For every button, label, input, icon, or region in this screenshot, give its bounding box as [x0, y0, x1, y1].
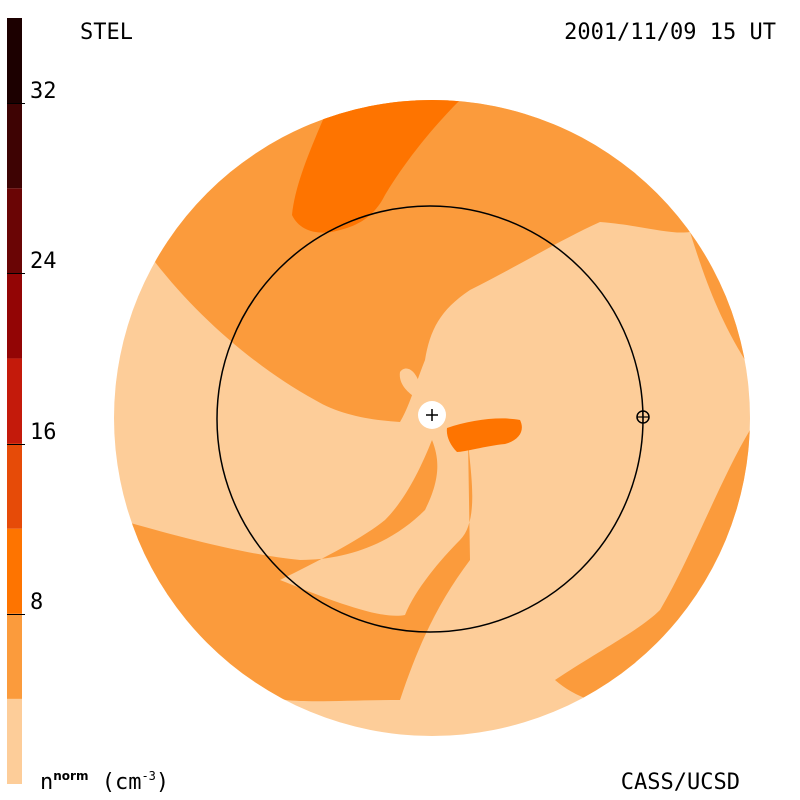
colorbar-tick-label: 24 — [30, 249, 57, 275]
unit-base: n — [40, 770, 54, 795]
colorbar-tick-mark — [7, 443, 25, 445]
colorbar-tick-label: 16 — [30, 419, 57, 445]
colorbar-level-8 — [7, 18, 22, 104]
unit-exponent: -3 — [141, 769, 156, 783]
source-label: STEL — [80, 20, 133, 45]
colorbar-tick-mark — [7, 613, 25, 615]
contour-region-lower — [120, 440, 473, 702]
timestamp-label: 2001/11/09 15 UT — [564, 20, 776, 45]
colorbar-tick-mark — [7, 103, 25, 105]
unit-superscript: norm — [53, 769, 89, 783]
contour-region-upper — [155, 100, 694, 422]
colorbar-level-7 — [7, 103, 22, 189]
colorbar — [7, 18, 22, 784]
colorbar-level-5 — [7, 273, 22, 359]
unit-rest: (cm — [88, 770, 142, 795]
colorbar-tick-label: 32 — [30, 79, 57, 105]
sun-marker — [418, 401, 446, 429]
colorbar-ticks: 8 16 24 32 — [0, 0, 60, 800]
colorbar-tick-label: 8 — [30, 589, 44, 615]
credit-label: CASS/UCSD — [620, 770, 740, 795]
colorbar-level-2 — [7, 528, 22, 614]
colorbar-level-6 — [7, 188, 22, 274]
colorbar-tick-mark — [7, 273, 25, 275]
unit-close: ) — [155, 770, 170, 795]
unit-label: nnorm (cm-3) — [40, 770, 169, 794]
earth-marker — [636, 410, 650, 424]
contour-region-center-dark — [446, 418, 522, 452]
colorbar-level-0 — [7, 698, 22, 784]
colorbar-level-4 — [7, 358, 22, 444]
colorbar-level-1 — [7, 613, 22, 699]
contour-region-upper-dark — [292, 100, 460, 233]
colorbar-level-3 — [7, 443, 22, 529]
contour-region-center-light — [399, 368, 430, 408]
